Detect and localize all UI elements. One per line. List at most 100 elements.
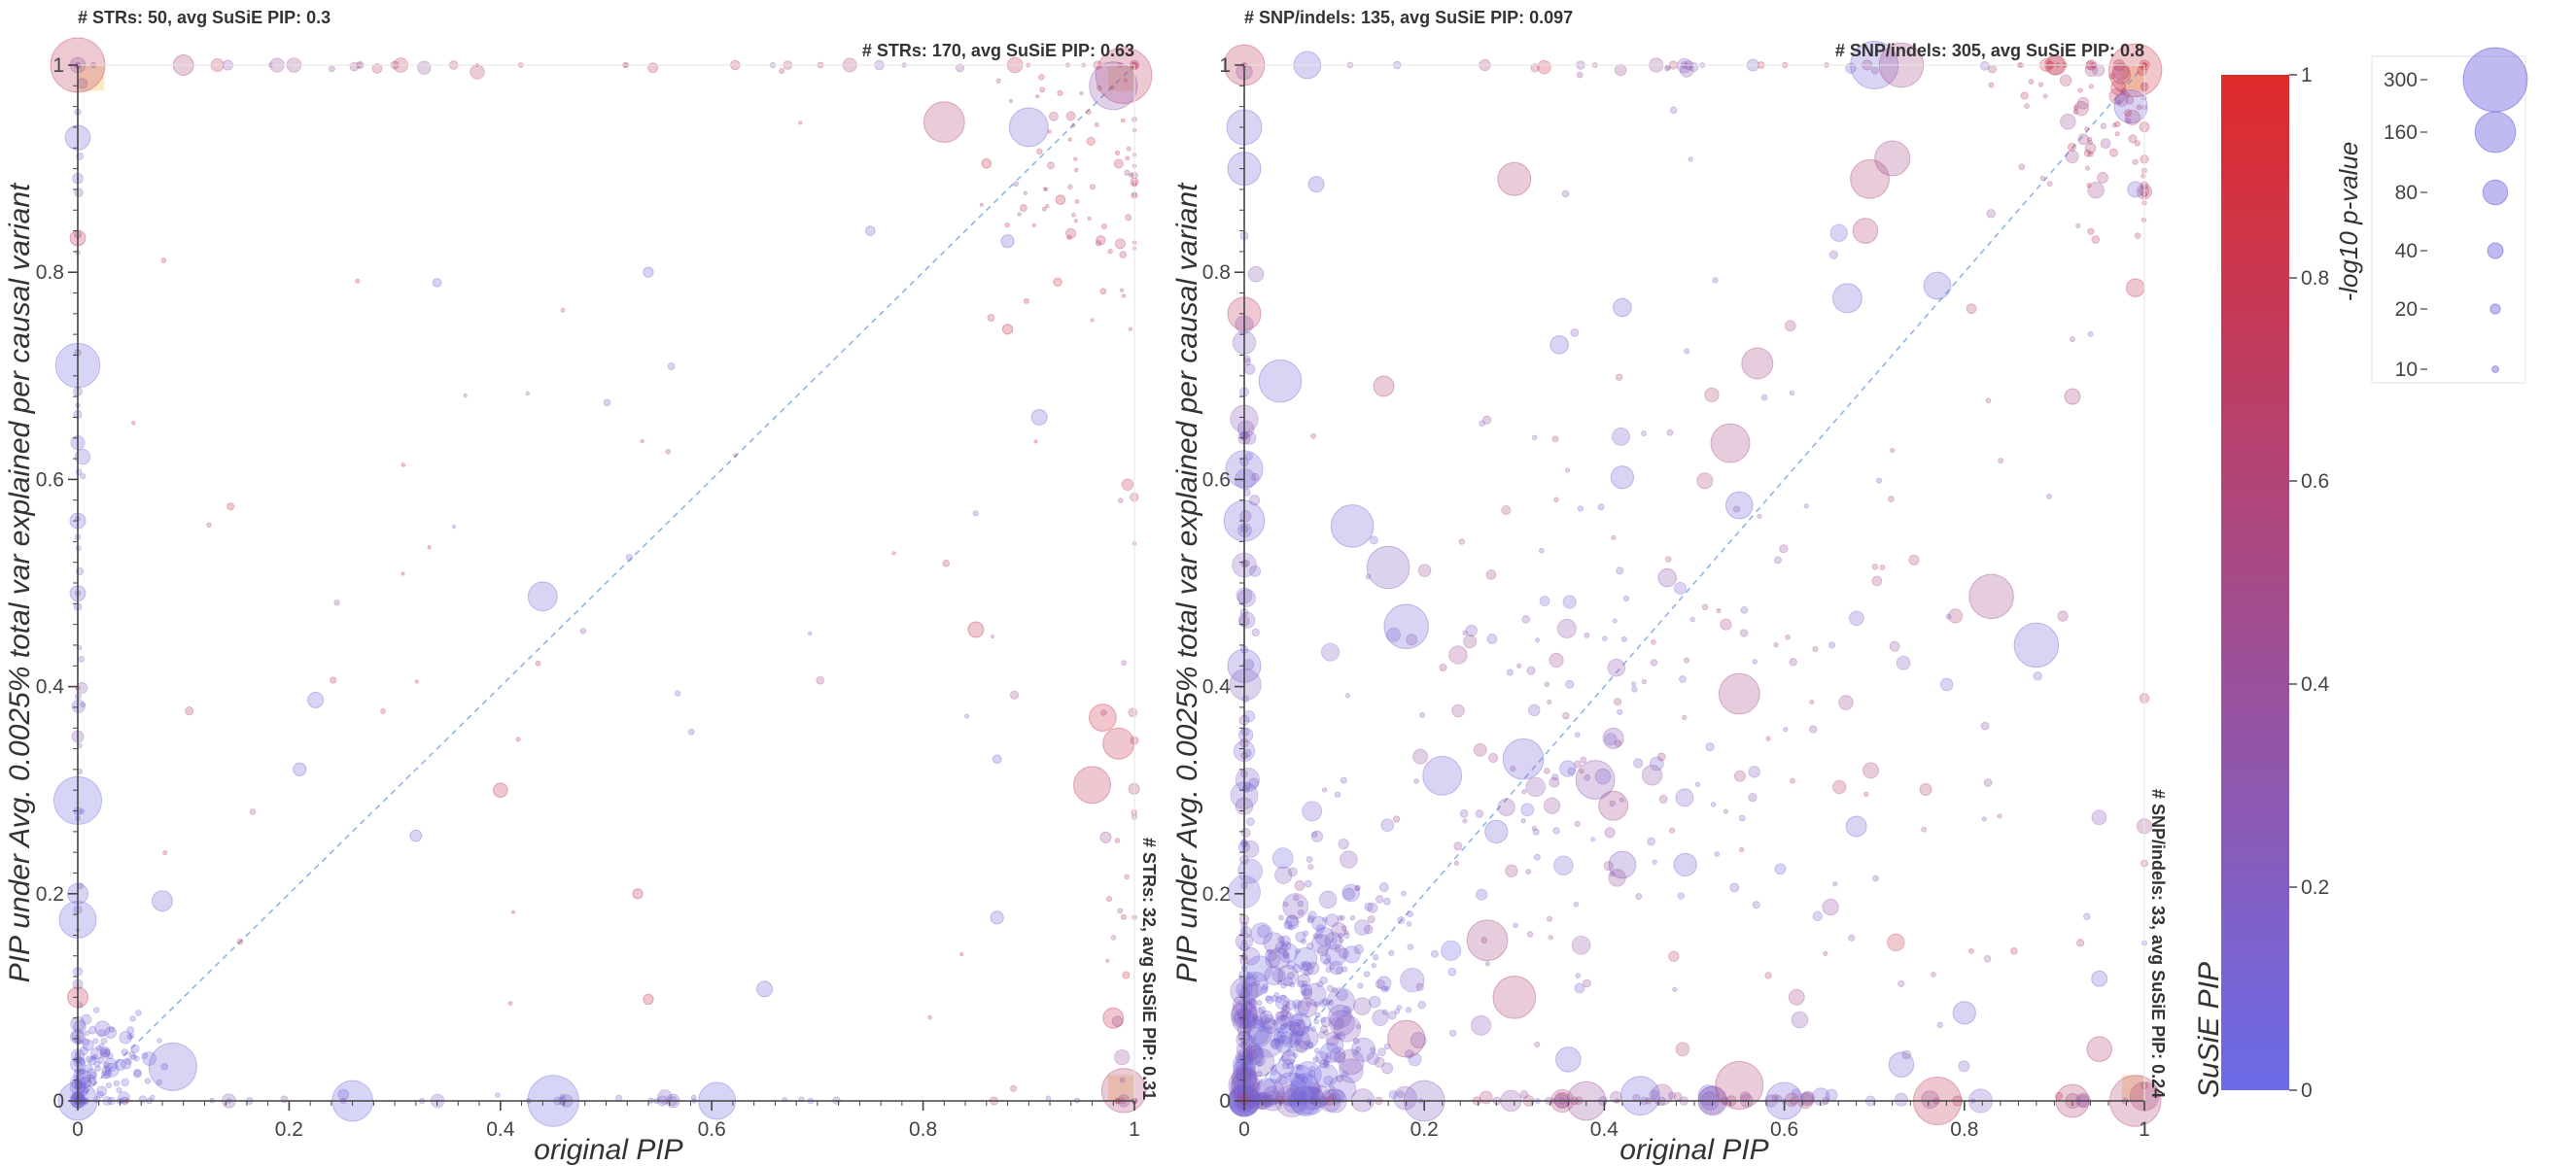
snp-data-point [1280,1013,1288,1021]
snp-data-point [1901,1049,1912,1060]
snp-data-point [1850,158,1890,199]
str-data-point [1122,971,1131,979]
str-data-point [85,1055,93,1064]
str-data-point [1073,156,1078,161]
str-data-point [1031,223,1036,227]
snp-data-point [1497,161,1532,196]
snp-data-point [2084,126,2090,132]
snp-data-point [1258,359,1303,403]
snp-data-point [2091,970,2108,987]
str-data-point [78,1068,86,1076]
snp-data-point [1378,882,1389,892]
snp-data-point [1313,1047,1320,1054]
snp-data-point [1331,937,1338,944]
snp-data-point [1388,949,1395,956]
snp-data-point [1276,1010,1294,1027]
str-y-tick-label: 1 [52,54,64,77]
str-data-point [1121,478,1134,491]
snp-data-point [2086,1036,2112,1062]
snp-data-point [1241,946,1261,966]
snp-y-tick-label: 0.2 [1202,883,1231,906]
snp-data-point [1870,66,1879,75]
snp-data-point [1294,1000,1309,1016]
snp-data-point [1274,1035,1294,1053]
snp-data-point [1520,818,1526,824]
snp-data-point [1790,777,1795,784]
snp-data-point [1288,1012,1312,1037]
snp-data-point [2091,809,2107,826]
snp-data-point [1285,1012,1292,1019]
snp-data-point [1519,1090,1529,1099]
snp-data-point [1368,995,1381,1009]
snp-data-point [1583,978,1591,988]
str-x-tick-label: 0.2 [275,1118,303,1141]
snp-data-point [1249,565,1262,577]
snp-data-point [1375,978,1385,989]
snp-data-point [2087,181,2105,199]
str-data-point [1066,234,1072,240]
snp-data-point [1273,1038,1280,1045]
snp-data-point [1739,1091,1751,1103]
snp-data-point [1282,901,1289,908]
str-x-tick-label: 0.6 [698,1118,726,1141]
snp-data-point [1270,1038,1282,1050]
size-legend-marker [2491,365,2499,373]
snp-data-point [1544,681,1550,688]
snp-data-point [1547,699,1552,705]
colorbar-gradient [2221,75,2289,1090]
snp-data-point [1764,972,1772,979]
snp-data-point [1319,952,1332,965]
str-data-point [1099,288,1107,295]
snp-data-point [1848,934,1856,942]
snp-data-point [1239,926,1252,939]
str-data-point [1089,703,1117,732]
str-data-point [100,1047,108,1055]
snp-data-point [1331,1016,1344,1031]
snp-x-tick-label: 0.8 [1950,1118,1978,1141]
snp-data-point [1245,972,1253,979]
snp-data-point [2087,136,2093,142]
snp-data-point [1280,1023,1287,1031]
str-data-point [74,188,84,197]
str-data-point [113,1080,121,1087]
str-data-point [922,101,965,144]
snp-data-point [1295,1061,1322,1088]
snp-data-point [2114,120,2121,127]
snp-data-point [1620,1076,1660,1116]
str-data-point [665,449,672,455]
str-data-point [1128,326,1132,331]
snp-data-point [1282,952,1289,959]
snp-data-point [1405,1007,1412,1013]
snp-data-point [1789,658,1797,667]
str-data-point [1030,408,1048,426]
snp-data-point [1889,640,1900,652]
snp-data-point [1388,1090,1398,1100]
snp-data-point [1952,1001,1976,1025]
str-data-point [103,1048,111,1055]
snp-data-point [1809,699,1815,705]
snp-data-point [1607,658,1626,677]
snp-data-point [1752,659,1758,665]
snp-data-point [1871,575,1883,587]
str-data-point [236,938,244,945]
str-data-point [1010,1084,1018,1092]
snp-data-point [1665,64,1671,71]
snp-data-point [1301,960,1312,972]
snp-data-point [1720,618,1732,631]
snp-data-point [1247,1069,1257,1079]
snp-data-point [1242,709,1256,723]
snp-data-point [1256,1070,1263,1078]
snp-data-point [1307,176,1325,193]
str-data-point [560,307,566,313]
snp-data-point [1354,885,1361,892]
snp-data-point [1292,964,1302,974]
str-data-point [76,682,88,695]
snp-data-point [1784,1092,1799,1107]
snp-data-point [1544,768,1550,774]
str-data-point [1019,204,1027,212]
colorbar-tick-label: 0 [2301,1080,2313,1102]
snp-data-point [1373,953,1379,961]
snp-data-point [1831,283,1862,314]
snp-data-point [1535,637,1541,643]
snp-data-point [1300,1076,1309,1084]
